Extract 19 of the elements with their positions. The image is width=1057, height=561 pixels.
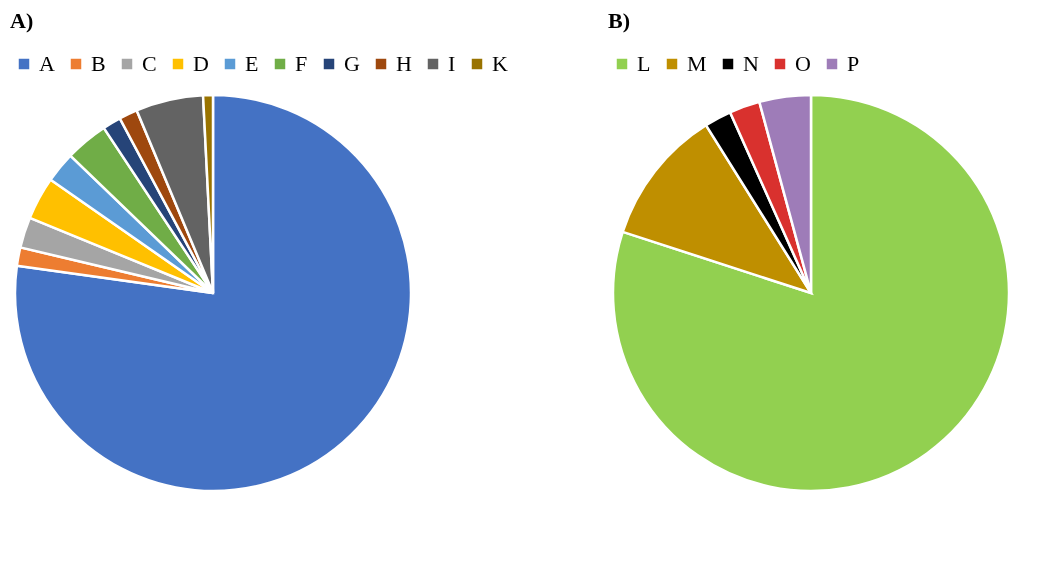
pie-slice <box>13 93 413 493</box>
legend-label: F <box>295 51 308 76</box>
legend-label: K <box>492 51 508 76</box>
legend-label: E <box>245 51 259 76</box>
legend-label: P <box>847 51 860 76</box>
legend-label: B <box>91 51 106 76</box>
legend-label: L <box>637 51 651 76</box>
legend-label: M <box>687 51 707 76</box>
legend-label: D <box>193 51 209 76</box>
legend-label: G <box>344 51 360 76</box>
legend-label: I <box>448 51 456 76</box>
chart-title: B) <box>608 8 630 33</box>
legend-label: C <box>142 51 157 76</box>
pie-slice <box>612 93 1011 493</box>
legend-label: A <box>39 51 55 76</box>
chart-title: A) <box>10 8 34 33</box>
legend-label: N <box>743 51 759 76</box>
legend-label: H <box>396 51 412 76</box>
legend-label: O <box>795 51 811 76</box>
